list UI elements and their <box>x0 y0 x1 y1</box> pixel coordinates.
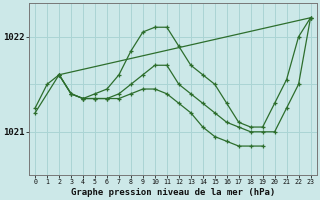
X-axis label: Graphe pression niveau de la mer (hPa): Graphe pression niveau de la mer (hPa) <box>71 188 275 197</box>
